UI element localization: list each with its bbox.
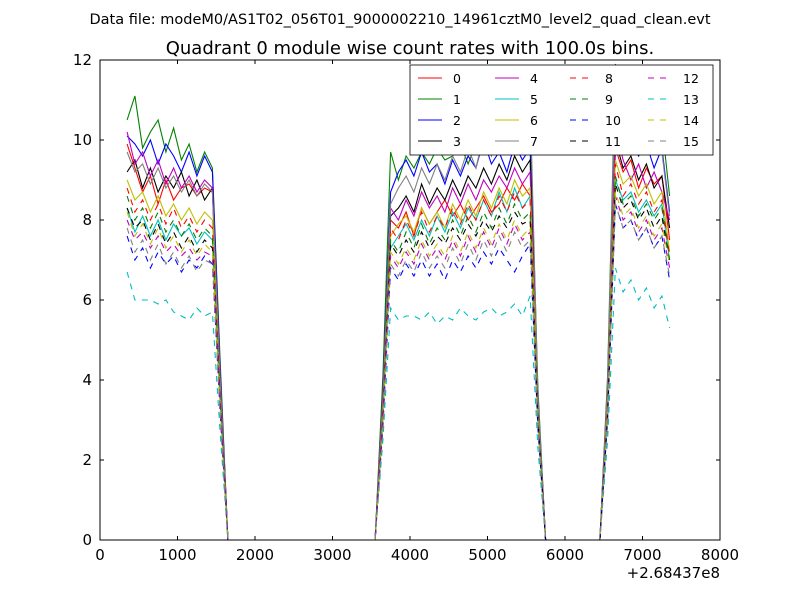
x-tick-label: 7000 — [623, 546, 661, 564]
x-tick-label: 6000 — [546, 546, 584, 564]
x-tick-label: 2000 — [236, 546, 274, 564]
legend-label-8: 8 — [605, 71, 613, 86]
x-tick-label: 5000 — [468, 546, 506, 564]
x-tick-label: 3000 — [313, 546, 351, 564]
legend-label-1: 1 — [453, 92, 461, 107]
legend-box — [409, 64, 714, 156]
series-line-3 — [126, 139, 671, 541]
chart-title: Quadrant 0 module wise count rates with … — [166, 38, 655, 59]
series-line-9 — [126, 175, 671, 541]
legend-label-13: 13 — [683, 92, 699, 107]
legend-label-4: 4 — [530, 71, 538, 86]
y-tick-label: 4 — [82, 371, 92, 389]
series-line-6 — [126, 159, 671, 541]
y-tick-label: 8 — [82, 211, 92, 229]
axis-tick-labels: 0 1000 2000 3000 4000 5000 6000 7000 80000246810… — [73, 51, 739, 564]
legend-label-7: 7 — [530, 134, 538, 149]
chart-suptitle: Data file: modeM0/AS1T02_056T01_90000022… — [89, 12, 710, 28]
legend-label-6: 6 — [530, 113, 538, 128]
legend-label-2: 2 — [453, 113, 461, 128]
y-tick-label: 2 — [82, 451, 92, 469]
legend-label-3: 3 — [453, 134, 461, 149]
legend-label-11: 11 — [605, 134, 621, 149]
legend-label-10: 10 — [605, 113, 621, 128]
series-line-13 — [126, 267, 671, 541]
series-line-5 — [126, 179, 671, 541]
series-line-14 — [126, 191, 671, 541]
series-line-7 — [126, 79, 671, 541]
x-tick-label: 8000 — [701, 546, 739, 564]
x-offset-label: +2.68437e8 — [627, 564, 720, 582]
series-line-0 — [126, 143, 671, 541]
x-tick-label: 0 — [95, 546, 105, 564]
legend-label-5: 5 — [530, 92, 538, 107]
y-tick-label: 10 — [73, 131, 92, 149]
legend-label-15: 15 — [683, 134, 699, 149]
x-tick-label: 1000 — [158, 546, 196, 564]
series-line-11 — [126, 183, 671, 541]
legend-label-9: 9 — [605, 92, 613, 107]
y-tick-label: 6 — [82, 291, 92, 309]
x-tick-label: 4000 — [391, 546, 429, 564]
y-tick-label: 12 — [73, 51, 92, 69]
series-line-15 — [126, 203, 671, 541]
plot-lines — [126, 63, 671, 541]
series-line-12 — [126, 195, 671, 541]
legend-label-12: 12 — [683, 71, 699, 86]
legend-label-0: 0 — [453, 71, 461, 86]
axis-ticks — [99, 59, 721, 541]
legend-label-14: 14 — [683, 113, 699, 128]
y-tick-label: 0 — [82, 531, 92, 549]
